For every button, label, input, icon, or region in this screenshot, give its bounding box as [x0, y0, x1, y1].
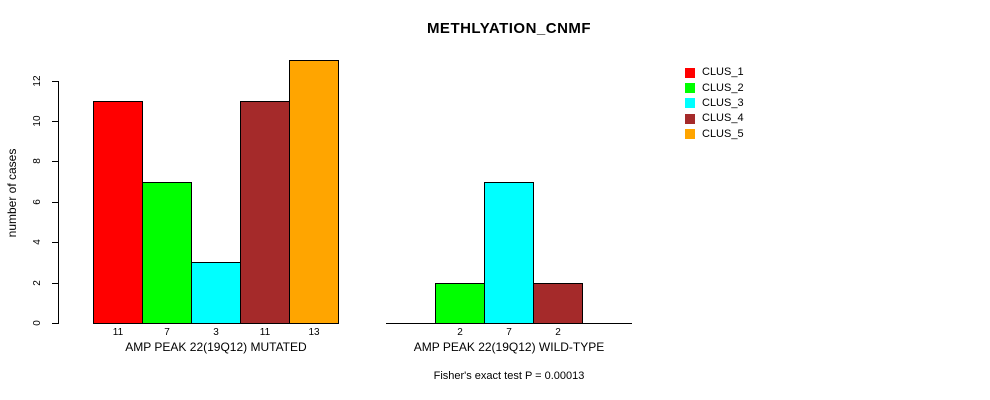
legend-item: CLUS_5	[685, 127, 744, 142]
bar-value-label: 2	[457, 327, 463, 338]
legend: CLUS_1 CLUS_2 CLUS_3 CLUS_4 CLUS_5	[685, 65, 744, 142]
legend-item: CLUS_1	[685, 65, 744, 80]
legend-swatch-icon	[685, 83, 695, 94]
bar-clus_1	[93, 100, 143, 324]
y-tick-mark	[52, 323, 58, 324]
y-tick-mark	[52, 80, 58, 82]
legend-swatch-icon	[685, 67, 695, 78]
bar-clus_4	[240, 100, 290, 324]
legend-swatch-icon	[685, 113, 695, 124]
legend-item-label: CLUS_5	[702, 127, 744, 140]
legend-item-label: CLUS_2	[702, 81, 744, 94]
legend-item-label: CLUS_1	[702, 66, 744, 79]
y-tick-mark	[52, 282, 58, 284]
y-tick-mark	[52, 121, 58, 122]
legend-item: CLUS_4	[685, 111, 744, 126]
y-tick-mark	[52, 161, 58, 163]
y-tick-mark	[52, 242, 58, 244]
y-axis-line	[58, 80, 59, 324]
group-axis-label: AMP PEAK 22(19Q12) MUTATED	[125, 340, 307, 354]
bar-clus_2	[142, 181, 192, 324]
chart-title: METHLYATION_CNMF	[426, 20, 592, 37]
legend-swatch-icon	[685, 129, 695, 140]
y-axis-label: number of cases	[5, 148, 19, 238]
legend-item: CLUS_2	[685, 80, 744, 95]
y-tick-label: 12	[32, 75, 43, 87]
bar-value-label: 3	[213, 327, 219, 338]
legend-swatch-icon	[685, 98, 695, 109]
bar-clus_3	[484, 181, 534, 324]
y-tick-label: 0	[32, 320, 43, 326]
group-axis-label: AMP PEAK 22(19Q12) WILD-TYPE	[413, 340, 605, 354]
legend-item-label: CLUS_3	[702, 96, 744, 109]
bar-clus_3	[191, 262, 241, 324]
legend-item-label: CLUS_4	[702, 112, 744, 125]
bar-value-label: 7	[506, 327, 512, 338]
annotation-text: Fisher's exact test P = 0.00013	[433, 370, 585, 382]
bar-clus_2	[435, 282, 485, 324]
y-tick-mark	[52, 201, 58, 203]
bar-clus_5	[289, 60, 339, 324]
bar-value-label: 7	[164, 327, 170, 338]
bar-value-label: 2	[555, 327, 561, 338]
y-tick-label: 8	[32, 158, 43, 165]
legend-item: CLUS_3	[685, 96, 744, 111]
bar-value-label: 11	[259, 327, 271, 338]
y-tick-label: 2	[32, 279, 43, 286]
y-tick-label: 6	[32, 199, 43, 205]
bar-value-label: 11	[112, 327, 124, 338]
y-tick-label: 4	[32, 239, 43, 245]
y-tick-label: 10	[32, 115, 43, 127]
bar-clus_4	[533, 282, 583, 324]
bar-value-label: 13	[308, 327, 320, 338]
